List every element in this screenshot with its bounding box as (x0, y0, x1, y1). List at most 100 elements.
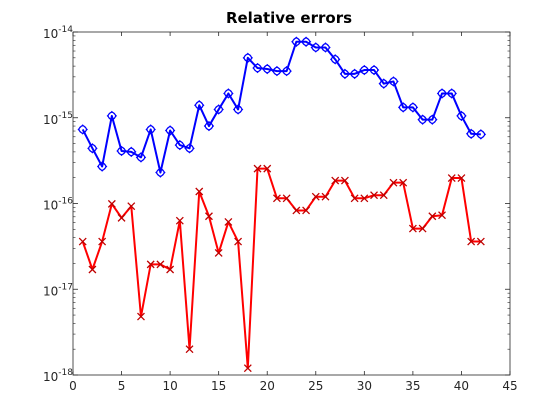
series-1-point (195, 187, 204, 196)
diamond-marker (368, 64, 380, 76)
series-1-point (438, 211, 446, 220)
series-0-point (271, 65, 283, 77)
series-0-point (407, 102, 419, 113)
series-0-point (349, 68, 360, 80)
series-1-point (175, 216, 184, 225)
circle-marker (272, 66, 282, 76)
circle-marker (369, 65, 379, 75)
series-0-point (446, 88, 457, 99)
series-1-point (476, 237, 485, 246)
circle-marker (127, 147, 136, 156)
circle-marker (418, 115, 427, 124)
y-tick-label: 10-14 (43, 25, 73, 41)
circle-marker (136, 153, 146, 162)
circle-marker (292, 37, 301, 46)
circle-marker (185, 144, 194, 153)
series-0-point (223, 88, 234, 99)
series-1-point (166, 265, 175, 274)
circle-marker (233, 105, 243, 114)
diamond-marker (164, 125, 176, 136)
diamond-marker (223, 88, 234, 99)
y-tick-base: 10 (43, 27, 58, 41)
circle-marker (360, 65, 369, 75)
diamond-marker (155, 167, 166, 178)
x-tick-label: 5 (118, 379, 126, 393)
series-0-point (359, 64, 370, 76)
circle-marker (195, 101, 204, 110)
series-0-point (174, 139, 186, 151)
x-tick-label: 35 (405, 379, 420, 393)
series-1-point (360, 194, 369, 203)
circle-marker (78, 125, 87, 134)
circle-marker (311, 43, 320, 52)
diamond-marker (271, 65, 283, 77)
circle-marker (350, 69, 359, 78)
series-0-point (87, 143, 98, 154)
series-1-point (98, 237, 107, 246)
series-0-point (475, 129, 487, 140)
series-1-point (428, 212, 437, 221)
series-1-point (234, 237, 243, 246)
diamond-marker (436, 88, 448, 99)
series-1-line (81, 167, 481, 370)
diamond-marker (339, 68, 351, 80)
series-0-point (456, 110, 467, 122)
circle-marker (437, 89, 447, 98)
series-0-point (252, 62, 263, 74)
diamond-marker (232, 104, 244, 115)
diamond-marker (194, 100, 205, 111)
series-1-point (253, 164, 262, 173)
series-1-point (321, 192, 330, 201)
diamond-marker (465, 128, 477, 140)
circle-marker (88, 144, 97, 153)
series-1-point (418, 224, 427, 233)
diamond-marker (135, 152, 147, 163)
circle-marker (340, 69, 350, 78)
diamond-marker (213, 104, 224, 115)
circle-marker (331, 55, 340, 64)
series-1-point (302, 206, 311, 215)
circle-marker (98, 162, 107, 171)
circle-marker (428, 115, 437, 124)
series-0-point (145, 124, 156, 135)
series-1-point (370, 191, 379, 200)
series-0-point (436, 88, 448, 99)
series-0-point (203, 120, 215, 132)
circle-marker (379, 79, 388, 88)
circle-marker (408, 103, 417, 112)
series-1-point (340, 176, 349, 185)
circle-marker (204, 121, 214, 131)
circle-marker (253, 63, 262, 73)
diamond-marker (252, 62, 263, 74)
series-0-point (116, 145, 127, 157)
x-tick-label: 25 (308, 379, 323, 393)
series-1-point (127, 202, 136, 211)
x-tick-label: 45 (502, 379, 517, 393)
series-1-point (272, 194, 281, 203)
series-0-point (155, 167, 166, 178)
diamond-marker (106, 110, 118, 122)
x-tick-label: 40 (454, 379, 469, 393)
series-0-point (388, 76, 399, 87)
circle-marker (175, 140, 184, 150)
diamond-marker (77, 124, 88, 135)
series-1 (78, 164, 485, 373)
diamond-marker (126, 146, 137, 158)
series-1-point (331, 176, 340, 185)
y-tick-exponent: -18 (58, 368, 73, 378)
y-tick-base: 10 (43, 113, 58, 127)
circle-marker (467, 129, 476, 138)
x-tick-label: 10 (162, 379, 177, 393)
series-1-point (399, 178, 408, 187)
series-0-point (300, 36, 312, 47)
y-tick-base: 10 (43, 284, 58, 298)
diamond-marker (116, 145, 127, 157)
y-tick-label: 10-15 (43, 111, 73, 127)
series-0-point (135, 152, 147, 163)
diamond-marker (262, 63, 273, 75)
series-0-point (329, 54, 341, 65)
series-1-point (408, 224, 417, 233)
x-tick-label: 15 (211, 379, 226, 393)
y-tick-exponent: -15 (58, 111, 73, 121)
